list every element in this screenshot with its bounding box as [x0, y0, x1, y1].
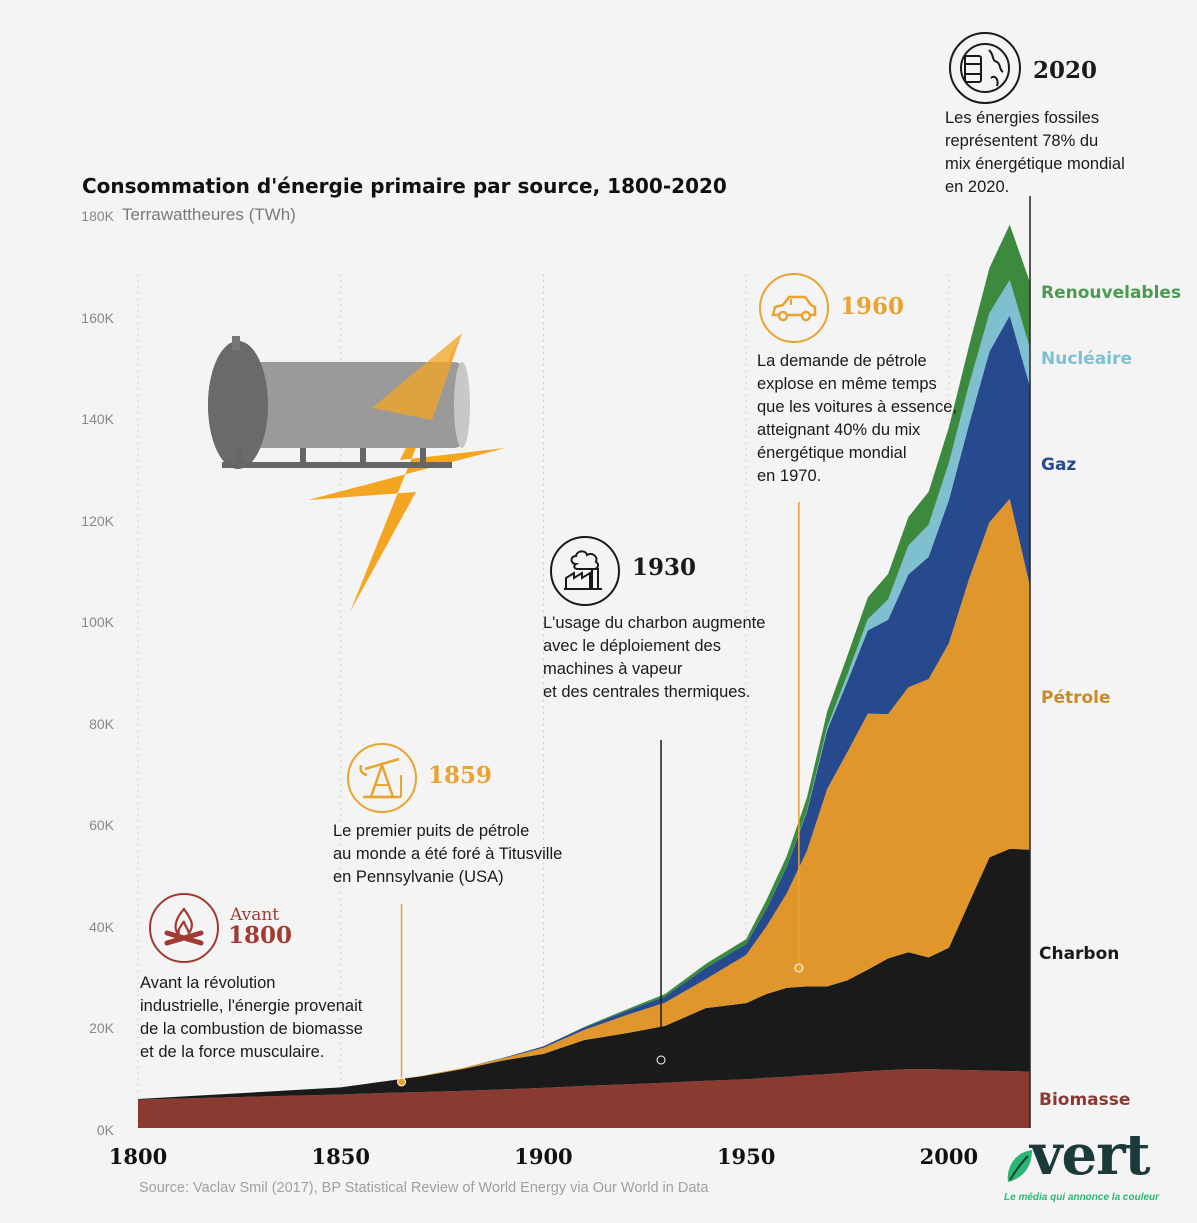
annotation-1960-year: 1960: [840, 293, 905, 320]
y-tick-label: 140K: [81, 411, 114, 428]
series-label-gaz: Gaz: [1041, 455, 1077, 475]
brand-logo[interactable]: vert Le média qui annonce la couleur: [1004, 1122, 1194, 1208]
y-tick-label: 40K: [89, 918, 114, 935]
fuel-barrel-globe-icon: [949, 32, 1021, 104]
annotation-1930-year: 1930: [632, 554, 697, 581]
annotation-dot-1859: [397, 1077, 407, 1087]
x-tick-label: 1900: [514, 1144, 573, 1169]
series-label-petrole: Pétrole: [1041, 688, 1111, 708]
source-note: Source: Vaclav Smil (2017), BP Statistic…: [139, 1180, 709, 1196]
series-label-charbon: Charbon: [1039, 944, 1120, 964]
x-tick-label: 2000: [919, 1144, 979, 1169]
brand-tagline: Le média qui annonce la couleur: [1004, 1192, 1160, 1203]
y-tick-label: 120K: [81, 512, 114, 529]
x-tick-label: 1800: [108, 1144, 168, 1169]
series-label-biomasse: Biomasse: [1039, 1090, 1131, 1110]
brand-name: vert: [1030, 1122, 1151, 1188]
y-tick-label: 60K: [89, 817, 114, 834]
oil-pump-icon: [347, 743, 417, 813]
annotation-2020-year: 2020: [1033, 57, 1098, 84]
chart-title: Consommation d'énergie primaire par sour…: [82, 174, 727, 198]
y-tick-label: 100K: [81, 614, 114, 631]
car-icon: [759, 273, 829, 343]
series-label-nucleaire: Nucléaire: [1041, 349, 1132, 369]
annotation-1800-year: 1800: [228, 922, 293, 949]
x-tick-label: 1950: [716, 1144, 776, 1169]
series-label-renouvelables: Renouvelables: [1041, 283, 1182, 303]
y-axis-label: Terrawattheures (TWh): [122, 205, 296, 224]
annotation-dot-1960: [794, 963, 804, 973]
stacked-areas: [138, 196, 1031, 1128]
fuel-tank-lightning-icon: [208, 333, 505, 612]
area-charbon: [138, 848, 1030, 1100]
annotation-lines: [397, 502, 804, 1087]
annotation-1960-text: La demande de pétrole explose en même te…: [757, 352, 957, 485]
annotation-1859-year: 1859: [428, 762, 493, 789]
y-tick-label: 80K: [89, 715, 114, 732]
annotation-1800-prefix: Avant: [230, 905, 280, 925]
x-tick-label: 1850: [311, 1144, 370, 1169]
area-biomasse: [138, 1069, 1030, 1128]
annotation-1859-text: Le premier puits de pétrole au monde a é…: [333, 822, 563, 886]
area-renouvelables: [138, 224, 1030, 1100]
y-tick-label: 160K: [81, 309, 114, 326]
leaf-icon: [1007, 1150, 1032, 1182]
area-petrole: [138, 498, 1030, 1100]
y-tick-label: 20K: [89, 1020, 114, 1037]
campfire-icon: [149, 893, 219, 963]
y-tick-label: 180K: [81, 208, 114, 224]
annotation-2020-text: Les énergies fossiles représentent 78% d…: [945, 109, 1125, 196]
y-tick-label: 0K: [96, 1122, 114, 1138]
annotation-1800-text: Avant la révolution industrielle, l'éner…: [140, 974, 363, 1061]
area-gaz: [138, 315, 1030, 1100]
annotation-dot-1930: [656, 1055, 666, 1065]
factory-icon: [550, 536, 620, 606]
annotation-1930-text: L'usage du charbon augmente avec le dépl…: [543, 614, 766, 701]
